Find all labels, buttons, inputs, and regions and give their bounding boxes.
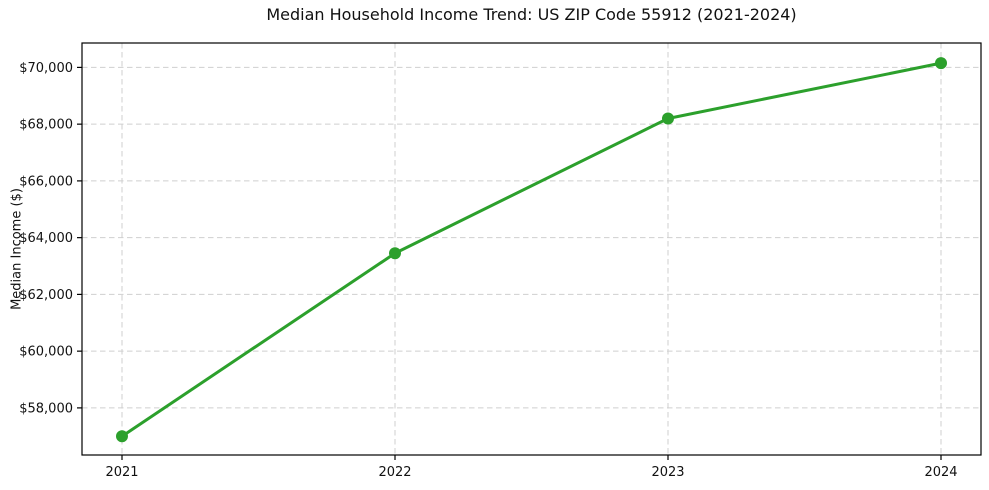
y-tick-label: $62,000 bbox=[19, 288, 73, 303]
data-point-2024 bbox=[935, 57, 947, 70]
data-point-2021 bbox=[116, 430, 128, 443]
y-tick-label: $60,000 bbox=[19, 345, 73, 360]
y-tick-label: $68,000 bbox=[19, 118, 73, 133]
y-tick-label: $58,000 bbox=[19, 401, 73, 416]
series-line bbox=[120, 61, 943, 438]
x-tick-label: 2021 bbox=[105, 465, 138, 480]
plot-border bbox=[81, 42, 982, 456]
y-tick-label: $64,000 bbox=[19, 231, 73, 246]
data-point-2023 bbox=[662, 112, 674, 125]
chart-title: Median Household Income Trend: US ZIP Co… bbox=[266, 5, 797, 24]
x-tick-label: 2023 bbox=[651, 465, 684, 480]
x-tick-label: 2022 bbox=[378, 465, 411, 480]
x-tick-label: 2024 bbox=[924, 465, 957, 480]
y-tick-label: $66,000 bbox=[19, 174, 73, 189]
data-point-2022 bbox=[389, 247, 401, 260]
y-tick-label: $70,000 bbox=[19, 61, 73, 76]
